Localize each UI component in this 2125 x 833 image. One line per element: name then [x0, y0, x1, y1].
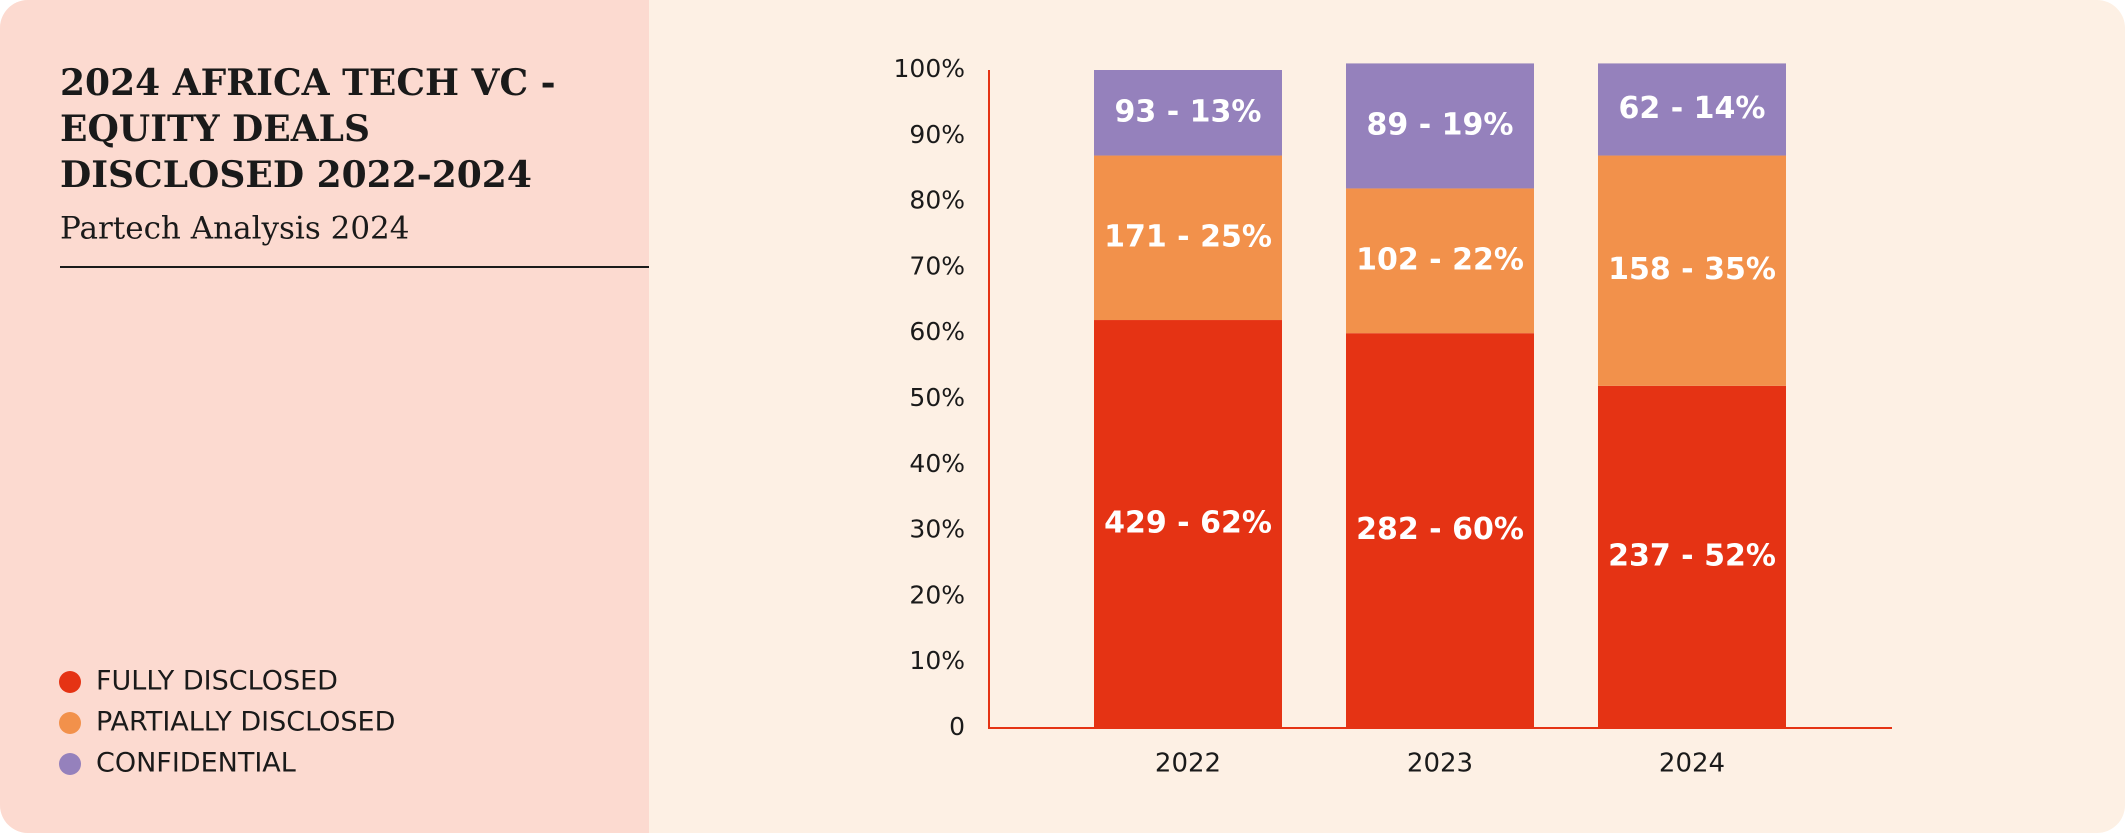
data-label: 429 - 62% — [1104, 506, 1272, 541]
bar-segment — [1346, 63, 1534, 189]
y-tick-label: 100% — [894, 54, 965, 83]
y-tick-label: 90% — [909, 120, 965, 149]
data-label: 89 - 19% — [1367, 107, 1514, 142]
legend-label: FULLY DISCLOSED — [96, 666, 338, 697]
legend-marker — [59, 671, 81, 693]
y-tick-label: 70% — [909, 251, 965, 280]
data-label: 237 - 52% — [1608, 538, 1776, 573]
y-tick-label: 80% — [909, 186, 965, 215]
bar-segment — [1346, 333, 1534, 728]
chart-title: 2024 AFRICA TECH VC - — [60, 62, 556, 104]
bar-segment — [1094, 155, 1282, 321]
y-tick-label: 10% — [909, 646, 965, 675]
side-panel — [0, 0, 649, 833]
x-tick-label: 2023 — [1407, 749, 1473, 779]
y-tick-label: 0 — [949, 712, 965, 741]
chart-title: EQUITY DEALS — [60, 108, 370, 150]
bar-segment — [1094, 70, 1282, 156]
bar-segment — [1094, 320, 1282, 728]
y-tick-label: 30% — [909, 515, 965, 544]
y-tick-label: 20% — [909, 580, 965, 609]
legend-marker — [59, 753, 81, 775]
legend-label: PARTIALLY DISCLOSED — [96, 707, 395, 738]
y-tick-label: 40% — [909, 449, 965, 478]
data-label: 93 - 13% — [1115, 94, 1262, 129]
bar-segment — [1598, 385, 1786, 728]
data-label: 158 - 35% — [1608, 252, 1776, 287]
bar-segment — [1598, 155, 1786, 386]
bar-segment — [1346, 188, 1534, 334]
y-tick-label: 50% — [909, 383, 965, 412]
data-label: 102 - 22% — [1356, 242, 1524, 277]
x-tick-label: 2022 — [1155, 749, 1221, 779]
data-label: 171 - 25% — [1104, 219, 1272, 254]
y-tick-label: 60% — [909, 317, 965, 346]
data-label: 62 - 14% — [1619, 91, 1766, 126]
chart-title: DISCLOSED 2022-2024 — [60, 154, 532, 196]
bar-segment — [1598, 63, 1786, 156]
legend-label: CONFIDENTIAL — [96, 748, 296, 779]
data-label: 282 - 60% — [1356, 512, 1524, 547]
x-tick-label: 2024 — [1659, 749, 1725, 779]
legend-marker — [59, 712, 81, 734]
chart-subtitle: Partech Analysis 2024 — [60, 211, 410, 247]
